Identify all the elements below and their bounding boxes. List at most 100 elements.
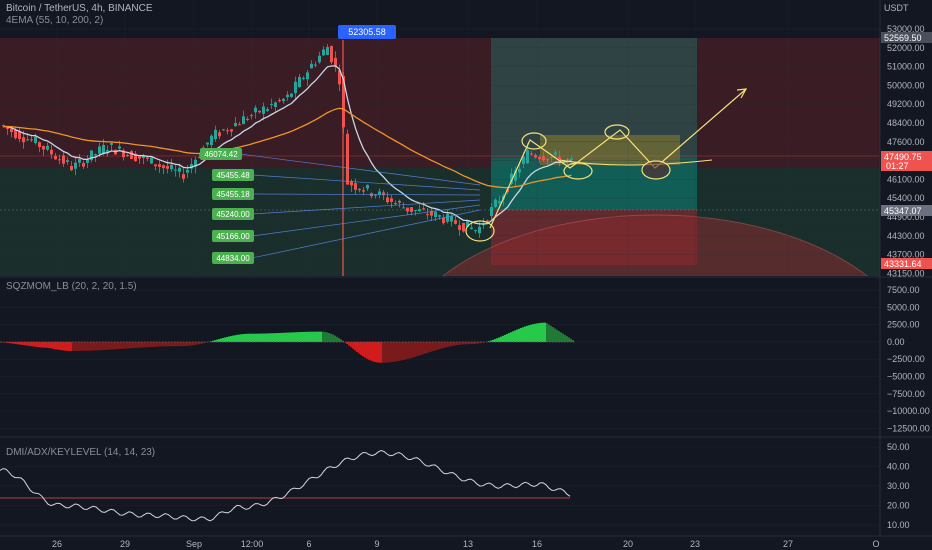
currency-label[interactable]: USDT (884, 3, 909, 13)
momentum-bar (202, 342, 204, 344)
candle-body (122, 150, 125, 158)
candle-body (138, 156, 141, 159)
candle-body (222, 129, 225, 131)
momentum-bar (504, 334, 506, 342)
candle-body (406, 207, 409, 212)
momentum-bar (224, 337, 226, 342)
momentum-bar (468, 342, 470, 345)
momentum-bar (510, 332, 512, 342)
momentum-bar (318, 331, 320, 342)
momentum-pane[interactable] (0, 289, 880, 429)
time-tick-label: Sep (186, 539, 202, 549)
candle-body (46, 145, 49, 150)
candle-body (66, 160, 69, 162)
candle-body (278, 100, 281, 102)
momentum-bar (92, 342, 94, 351)
momentum-bar (480, 342, 482, 344)
momentum-tick-label: −2500.00 (887, 354, 925, 364)
momentum-bar (252, 333, 254, 342)
momentum-bar (138, 342, 140, 348)
level-fan-lines (239, 153, 481, 259)
candle-body (234, 122, 237, 127)
momentum-bar (68, 342, 70, 351)
momentum-bar (10, 342, 12, 344)
dmi-legend[interactable]: DMI/ADX/KEYLEVEL (14, 14, 23) (6, 447, 155, 458)
candle-body (22, 137, 25, 143)
momentum-bar (76, 342, 78, 351)
momentum-bar (264, 333, 266, 342)
fan-line (251, 204, 481, 237)
candle-body (42, 146, 45, 150)
price-callout-box (338, 25, 396, 39)
circle-marker (604, 124, 630, 140)
candle-body (90, 150, 93, 161)
candle-body (218, 132, 221, 137)
candle-body (358, 188, 361, 191)
momentum-bar (316, 331, 318, 342)
momentum-bar (62, 342, 64, 351)
price-tick-label: 52000.00 (887, 43, 925, 53)
candle-body (170, 164, 173, 170)
main-pane[interactable] (0, 0, 915, 536)
momentum-bar (230, 336, 232, 342)
momentum-title: SQZMOM_LB (20, 2, 20, 1.5) (6, 281, 137, 292)
momentum-bar (544, 322, 546, 342)
momentum-bar (350, 342, 352, 348)
momentum-bar (430, 342, 432, 352)
momentum-bar (246, 333, 248, 342)
time-tick-label: 13 (463, 539, 473, 549)
candle-body (362, 190, 365, 192)
candle-body (126, 154, 129, 156)
candle-body (306, 72, 309, 80)
candle-body (254, 107, 257, 113)
momentum-bar (454, 342, 456, 346)
candle-body (494, 199, 497, 207)
circle-marker (465, 220, 495, 242)
momentum-bar (282, 332, 284, 342)
momentum-bar (534, 323, 536, 342)
momentum-bar (44, 342, 46, 348)
momentum-bar (70, 342, 72, 351)
momentum-bar (364, 342, 366, 358)
momentum-bar (562, 333, 564, 342)
candle-body (434, 211, 437, 217)
symbol-legend[interactable]: Bitcoin / TetherUS, 4h, BINANCE (6, 3, 153, 14)
momentum-bar (320, 331, 322, 342)
candle-body (262, 106, 265, 114)
momentum-bar (388, 342, 390, 363)
momentum-bar (474, 342, 476, 344)
momentum-bar (218, 339, 220, 342)
momentum-bar (490, 340, 492, 342)
momentum-bar (52, 342, 54, 349)
momentum-bar (266, 333, 268, 342)
momentum-axis-ticks: 7500.00 5000.00 2500.00 0.00 −2500.00 −5000.0… (887, 285, 930, 433)
dmi-pane[interactable] (0, 446, 880, 526)
momentum-legend[interactable]: SQZMOM_LB (20, 2, 20, 1.5) (6, 281, 137, 292)
momentum-bar (366, 342, 368, 359)
candle-body (30, 139, 33, 141)
momentum-bar (258, 333, 260, 342)
candle-body (158, 164, 161, 167)
ema-legend[interactable]: 4EMA (55, 10, 200, 2) (6, 15, 103, 26)
candle-body (146, 157, 149, 159)
momentum-bar (274, 333, 276, 342)
price-tick-label: 47600.00 (887, 137, 925, 147)
momentum-bar (272, 333, 274, 342)
price-tick-label: 44900.00 (887, 212, 925, 222)
momentum-bar (346, 342, 348, 344)
momentum-bar (262, 333, 264, 342)
fan-line (239, 153, 481, 186)
momentum-bar (114, 342, 116, 350)
momentum-bar (14, 342, 16, 344)
projection-arrow-icon (736, 88, 748, 99)
candle-body (490, 207, 493, 217)
price-tick-label: 43700.00 (887, 250, 925, 260)
candle-body (458, 225, 461, 230)
candle-body (482, 224, 485, 226)
candle-body (162, 165, 165, 169)
momentum-tick-label: 5000.00 (887, 302, 920, 312)
momentum-bar (394, 342, 396, 362)
momentum-bar (90, 342, 92, 351)
momentum-bar (328, 332, 330, 342)
